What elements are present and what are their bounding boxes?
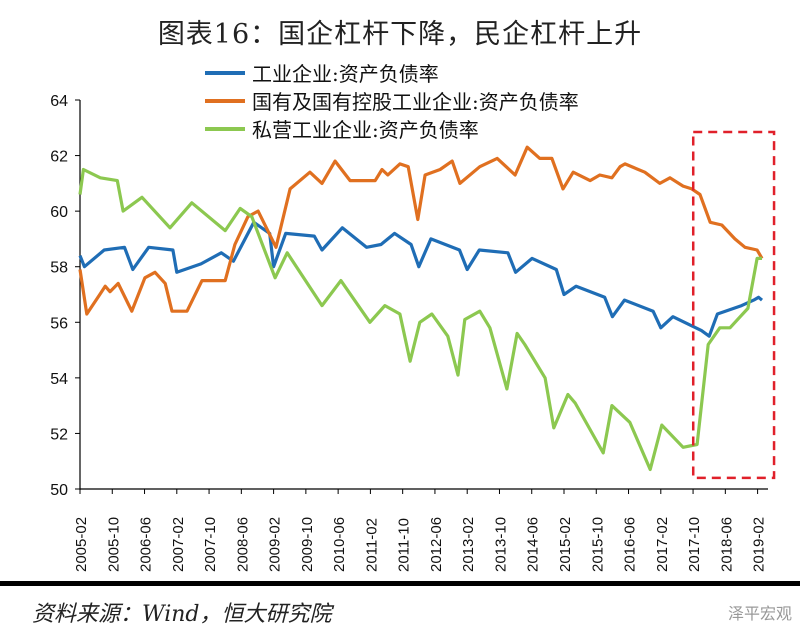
x-tick-label: 2017-10 [686,517,703,572]
x-tick-label: 2013-10 [492,517,509,572]
x-tick-label: 2005-10 [105,517,122,572]
x-tick-label: 2014-06 [525,517,542,572]
legend-label-2: 私营工业企业:资产负债率 [252,118,479,142]
source-note: 资料来源：Wind，恒大研究院 [32,602,332,627]
chart-title: 图表16：国企杠杆下降，民企杠杆上升 [157,19,643,50]
y-tick-label: 58 [50,260,68,277]
legend-label-0: 工业企业:资产负债率 [252,62,439,86]
divider [0,581,800,586]
x-tick-label: 2011-10 [396,518,413,572]
x-tick-label: 2005-02 [73,517,90,572]
x-tick-label: 2007-02 [170,517,187,572]
legend-label-1: 国有及国有控股工业企业:资产负债率 [252,90,579,114]
series-line-2 [78,167,762,472]
y-tick-label: 62 [50,149,68,166]
x-tick-label: 2007-10 [202,517,219,572]
y-tick-label: 56 [50,315,68,332]
y-tick-label: 52 [50,426,68,443]
x-tick-label: 2011-02 [363,518,380,572]
highlight-box [691,130,776,480]
x-tick-label: 2013-02 [460,517,477,572]
x-tick-label: 2016-06 [622,517,639,572]
x-tick-label: 2015-02 [557,517,574,572]
x-tick-label: 2012-06 [428,517,445,572]
y-tick-label: 60 [50,204,68,221]
y-tick-label: 50 [50,482,68,499]
x-tick-label: 2019-02 [751,517,768,572]
x-tick-label: 2010-06 [331,517,348,572]
watermark: 泽平宏观 [727,604,792,623]
series-line-1 [78,145,764,316]
x-tick-label: 2015-10 [589,517,606,572]
y-tick-label: 64 [50,93,68,110]
x-tick-label: 2008-06 [234,517,251,572]
x-tick-label: 2006-06 [138,517,155,572]
y-tick-label: 54 [50,371,68,388]
x-tick-label: 2018-06 [718,517,735,572]
x-tick-label: 2009-02 [267,517,284,572]
x-tick-label: 2009-10 [299,517,316,572]
x-tick-label: 2017-02 [654,517,671,572]
series-line-0 [78,220,764,338]
